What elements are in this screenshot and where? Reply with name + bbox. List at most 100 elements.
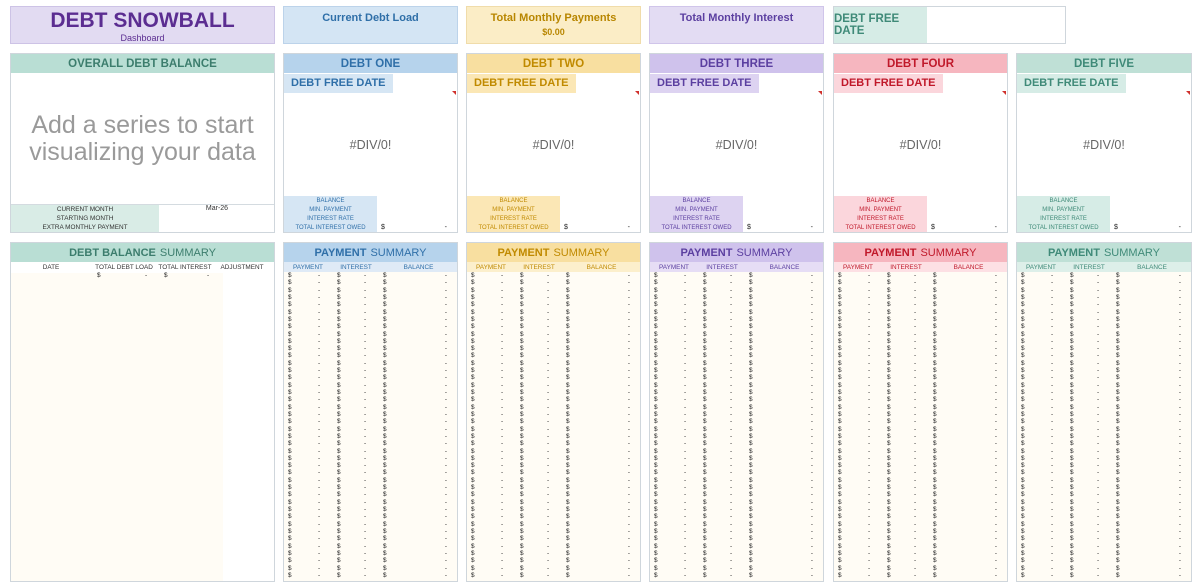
min-payment-label: MIN. PAYMENT [859,207,902,213]
table-row: $ - $ - $ - [288,520,447,528]
table-row: $ - $ - $ - [1021,462,1181,470]
total-monthly-interest-card: Total Monthly Interest [649,6,824,44]
table-row: $ - $ - $ - [654,396,813,404]
starting-month-label: STARTING MONTH [56,215,114,222]
payment-summary-card: PAYMENT SUMMARY PAYMENT INTEREST BALANCE… [466,242,641,582]
table-row: $ - $ - $ - [654,447,813,455]
debt-name: DEBT FIVE [1017,54,1191,73]
payment-summary-card: PAYMENT SUMMARY PAYMENT INTEREST BALANCE… [1016,242,1192,582]
table-row: $ - $ - $ - [654,506,813,513]
debt-summary-body [11,273,223,581]
summary-title-rest: SUMMARY [159,246,216,259]
table-row: $ - $ - $ - [1021,432,1181,440]
table-row: $ - $ - $ - [471,403,630,411]
total-interest-owed-dollar: $ [1114,224,1118,231]
balance-label: BALANCE [1049,198,1078,204]
col-total-debt-load: TOTAL DEBT LOAD [95,263,153,271]
total-interest-owed-value: - [810,224,813,231]
total-interest-owed-label: TOTAL INTEREST OWED [1028,225,1099,231]
table-row: $ - $ - $ - [471,323,630,331]
table-row: $ - $ - $ - [1021,447,1181,455]
table-row: $ - $ - $ - [838,381,997,389]
debt-free-date-value: #DIV/0! [899,138,942,152]
table-row: $ - $ - $ - [1021,315,1181,323]
title-card: DEBT SNOWBALL Dashboard [10,6,275,44]
table-row: $ - $ - $ - [471,498,630,506]
total-monthly-payments-value: $0.00 [542,27,565,37]
table-row: $ - $ - $ - [654,301,813,309]
table-row: $ - $ - $ - [288,432,447,440]
debt-details-bg [284,196,377,232]
table-row: $ - $ - $ - [838,440,997,448]
table-row: $ - $ - $ - [654,454,813,462]
debt-balance-summary-header: DEBT BALANCE SUMMARY [11,243,274,262]
table-row: $ - $ - $ - [654,498,813,506]
table-row: $ - $ - $ - [471,535,630,543]
table-row: $ - $ - $ - [838,374,997,382]
app-title: DEBT SNOWBALL [50,9,235,32]
table-row: $ - $ - $ - [471,491,630,499]
table-row: $ - $ - $ - [471,418,630,426]
table-row: $ - $ - $ - [838,476,997,484]
debt-details-bg [1017,196,1110,232]
col-interest: INTEREST [340,263,372,271]
comment-marker-icon [452,91,456,95]
col-balance: BALANCE [769,263,800,271]
table-row: $ - $ - $ - [471,352,630,360]
chart-placeholder: Add a series to start visualizing your d… [29,111,256,166]
min-payment-label: MIN. PAYMENT [492,207,535,213]
total-interest-owed-label: TOTAL INTEREST OWED [845,225,916,231]
table-row: $ - $ - $ - [654,535,813,543]
table-row: $ - $ - $ - [654,374,813,382]
payment-summary-header: PAYMENT SUMMARY [467,243,640,262]
table-row: $ - $ - $ - [654,337,813,345]
table-row: $ - $ - $ - [288,345,447,353]
table-row: $ - $ - $ - [1021,520,1181,528]
table-row: $ - $ - $ - [654,425,813,433]
summary-title-bold: DEBT BALANCE [69,246,156,259]
table-row: $ - $ - $ - [288,367,447,375]
table-row: $ - $ - $ - [1021,301,1181,309]
table-row: $ - $ - $ - [654,484,813,492]
table-row: $ - $ - $ - [288,293,447,301]
table-row: $ - $ - $ - [1021,345,1181,353]
payment-summary-title-bold: PAYMENT [864,246,917,259]
table-row: $ - $ - $ - [838,571,997,579]
table-row: $ - $ - $ - [838,506,997,513]
table-row: $ - $ - $ - [1021,513,1181,521]
payment-summary-title-rest: SUMMARY [736,246,793,259]
table-row: $ - $ - $ - [654,389,813,396]
table-row: $ - $ - $ - [1021,374,1181,382]
table-row: $ - $ - $ - [288,330,447,338]
payment-summary-rows: $ - $ - $ - $ - $ - $ - $ - $ - $ - $ - … [834,272,1007,581]
payment-summary-rows: $ - $ - $ - $ - $ - $ - $ - $ - $ - $ - … [1017,272,1191,581]
table-row: $ - $ - $ - [471,520,630,528]
app-subtitle: Dashboard [120,33,165,43]
balance-label: BALANCE [866,198,895,204]
interest-rate-label: INTEREST RATE [490,216,537,222]
table-row: $ - $ - $ - [1021,286,1181,294]
debt-card: DEBT ONE DEBT FREE DATE #DIV/0! BALANCE … [283,53,458,233]
table-row: $ - $ - $ - [471,337,630,345]
total-interest-owed-dollar: $ [381,224,385,231]
debt-free-date-label: DEBT FREE DATE [834,73,943,93]
table-row: $ - $ - $ - [838,557,997,565]
table-row: $ - $ - $ - [838,491,997,499]
debt-details-bg [834,196,927,232]
col-interest: INTEREST [1073,263,1105,271]
debt-card: DEBT TWO DEBT FREE DATE #DIV/0! BALANCE … [466,53,641,233]
total-interest-owed-label: TOTAL INTEREST OWED [661,225,732,231]
col-payment: PAYMENT [659,263,689,271]
debt-name: DEBT TWO [467,54,640,73]
table-row: $ - $ - $ - [471,564,630,572]
table-row: $ - $ - $ - [654,279,813,287]
payment-summary-rows: $ - $ - $ - $ - $ - $ - $ - $ - $ - $ - … [284,272,457,581]
table-row: $ - $ - $ - [1021,506,1181,513]
payment-summary-card: PAYMENT SUMMARY PAYMENT INTEREST BALANCE… [833,242,1008,582]
payment-summary-title-bold: PAYMENT [497,246,550,259]
balance-label: BALANCE [499,198,528,204]
balance-label: BALANCE [316,198,345,204]
total-interest-owed-value: - [1178,224,1181,231]
table-row: $ - $ - $ - [838,403,997,411]
table-row: $ - $ - $ - [1021,337,1181,345]
